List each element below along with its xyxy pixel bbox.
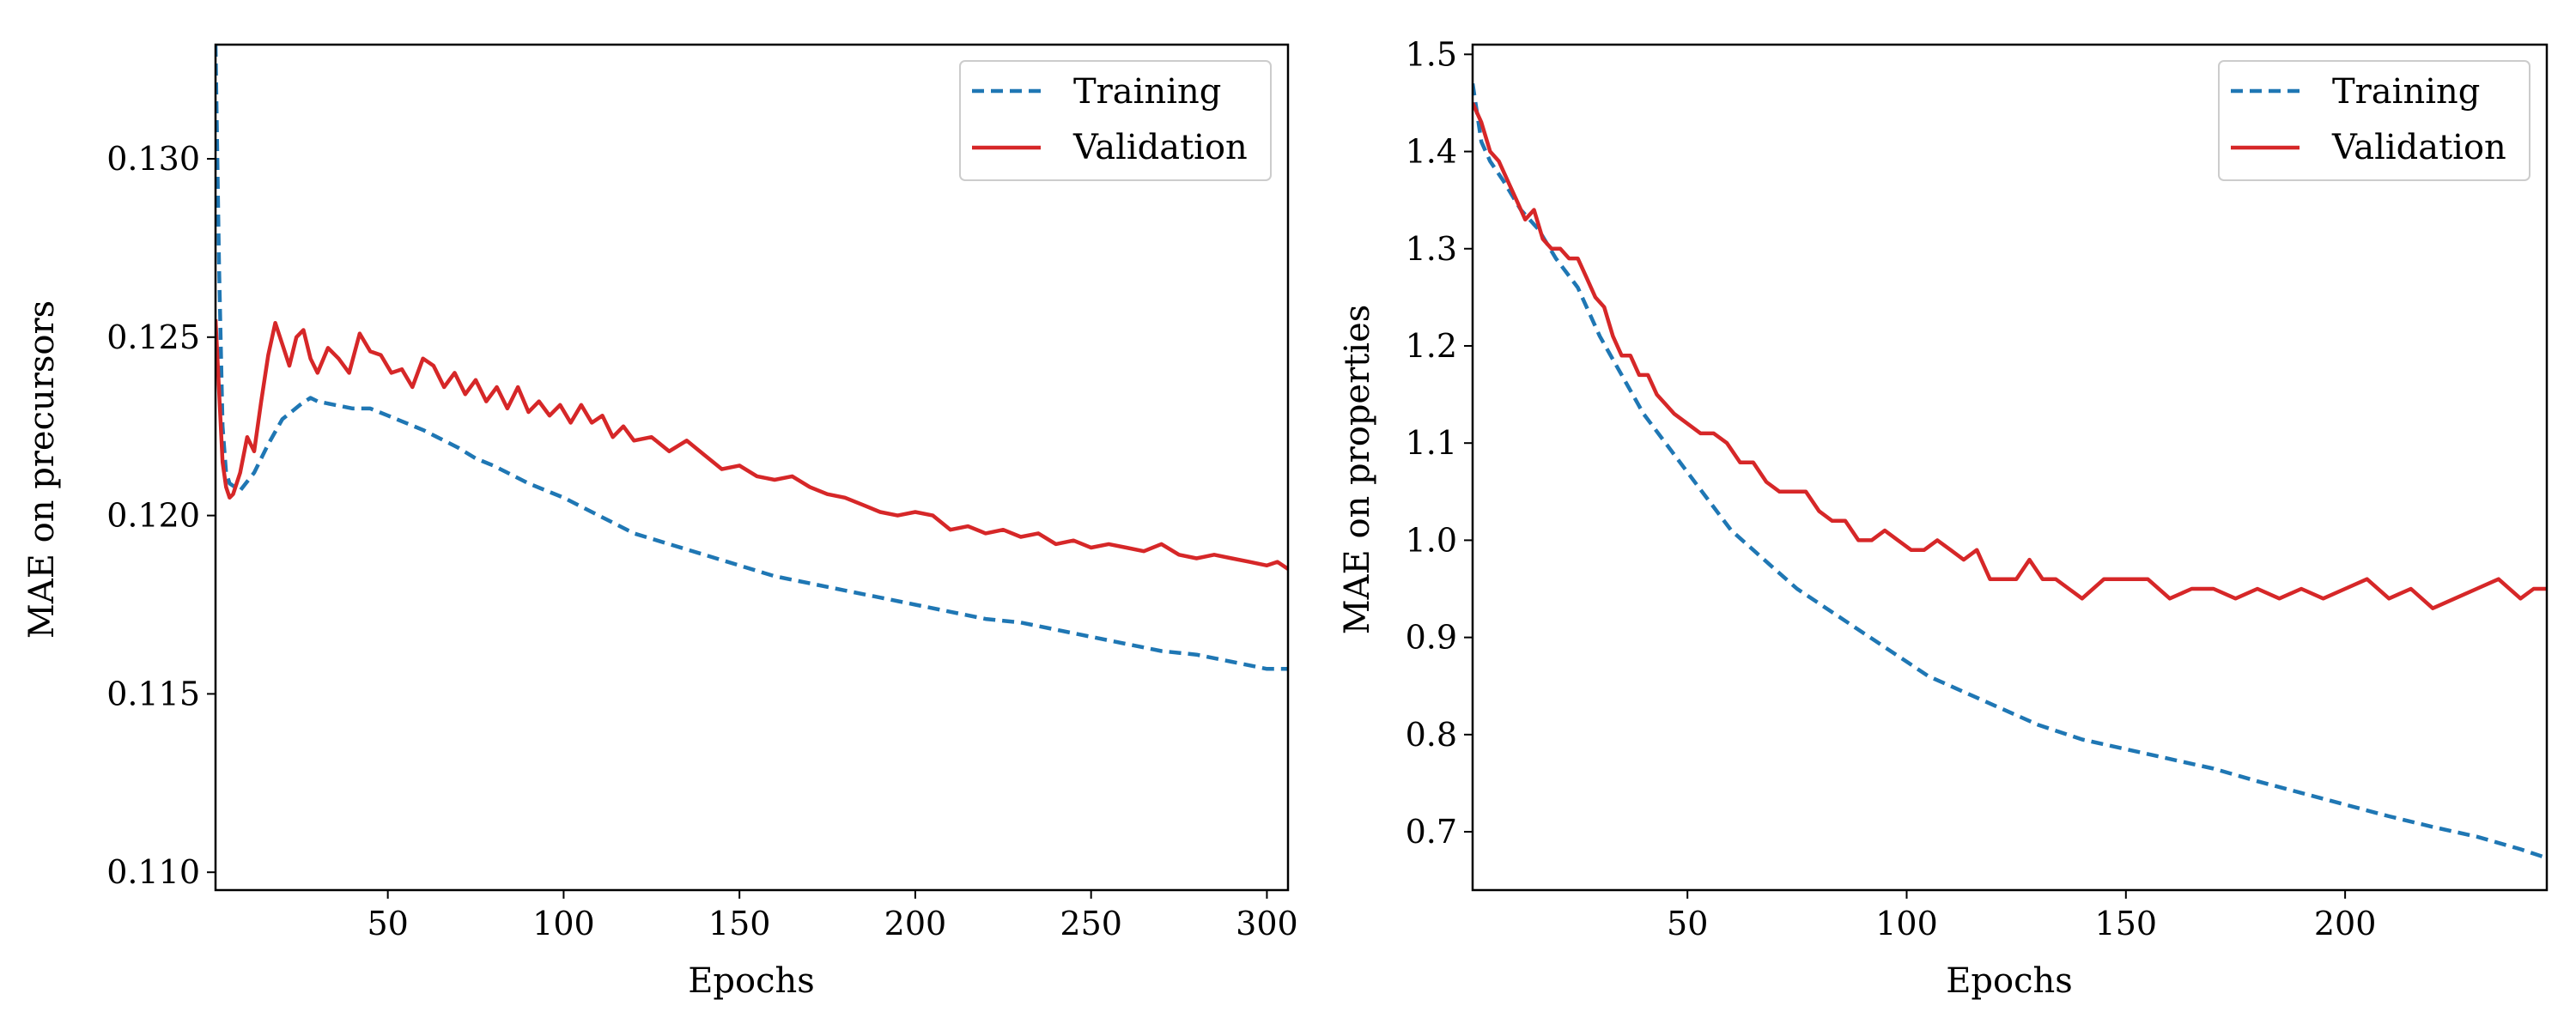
- chart-precursors: MAE on precursors Epochs 50 100 150 200 250 3…: [22, 43, 1298, 1001]
- series-line-validation: [1473, 101, 2547, 610]
- legend-label-validation: Validation: [2331, 128, 2506, 167]
- legend-label-training: Training: [2332, 72, 2480, 112]
- x-tick-label: 100: [1875, 905, 1938, 942]
- ylabel-precursors: MAE on precursors: [22, 300, 62, 639]
- x-tick-label: 50: [1667, 905, 1708, 942]
- x-tick-label: 200: [2314, 905, 2377, 942]
- plot-frame-precursors: [214, 43, 1290, 892]
- x-tick-label: 200: [884, 905, 947, 942]
- legend-label-validation: Validation: [1072, 128, 1248, 167]
- x-tick-label: 150: [2095, 905, 2158, 942]
- ticks-properties: 50 100 150 200 0.7 0.8 0.9 1.0 1.1 1.2 1.3 1.4 1.5: [1406, 35, 2377, 942]
- legend-properties: Training Validation: [2218, 60, 2530, 181]
- chart-properties: MAE on properties Epochs 50 100 150 200 0.7 0…: [1338, 35, 2549, 1001]
- y-tick-label: 0.115: [106, 675, 200, 712]
- y-tick-label: 1.0: [1406, 521, 1457, 559]
- series-line-training: [1473, 82, 2547, 860]
- xlabel-precursors: Epochs: [688, 961, 815, 1001]
- lines-properties: [1473, 82, 2547, 860]
- y-tick-label: 0.110: [106, 853, 200, 891]
- x-tick-label: 250: [1060, 905, 1122, 942]
- y-tick-label: 0.120: [106, 497, 200, 535]
- y-tick-label: 1.3: [1406, 230, 1457, 268]
- y-tick-label: 0.8: [1406, 716, 1457, 754]
- xlabel-properties: Epochs: [1946, 961, 2073, 1001]
- y-tick-label: 0.9: [1406, 619, 1457, 657]
- x-tick-label: 100: [532, 905, 595, 942]
- plot-frame-properties: [1471, 43, 2549, 892]
- series-line-validation: [216, 318, 1288, 571]
- y-tick-label: 1.1: [1406, 424, 1457, 462]
- lines-precursors: [216, 45, 1288, 671]
- y-tick-label: 1.2: [1406, 327, 1457, 365]
- x-tick-label: 50: [367, 905, 408, 942]
- ylabel-properties: MAE on properties: [1338, 305, 1377, 635]
- y-tick-label: 1.5: [1406, 35, 1457, 73]
- x-tick-label: 150: [708, 905, 771, 942]
- legend-precursors: Training Validation: [959, 60, 1272, 181]
- y-tick-label: 0.125: [106, 318, 200, 356]
- x-tick-label: 300: [1236, 905, 1298, 942]
- ticks-precursors: 50 100 150 200 250 300 0.110 0.115 0.120 0.125 0.1…: [106, 140, 1297, 942]
- y-tick-label: 0.130: [106, 140, 200, 178]
- legend-label-training: Training: [1073, 72, 1221, 112]
- y-tick-label: 0.7: [1406, 813, 1457, 851]
- y-tick-label: 1.4: [1406, 133, 1457, 171]
